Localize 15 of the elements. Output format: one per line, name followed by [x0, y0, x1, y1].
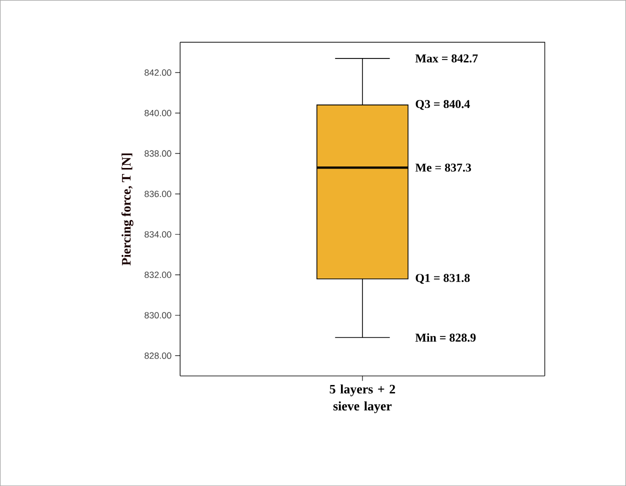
y-axis-title: Piercing force, T [N]	[121, 153, 134, 266]
y-tick-label: 836.00	[144, 190, 172, 198]
annotation: Min = 828.9	[415, 333, 476, 342]
annotation: Q3 = 840.4	[416, 100, 470, 110]
annotation: Me = 837.3	[415, 164, 472, 172]
x-tick-label: 5 layers + 2 sieve layer	[330, 384, 396, 414]
y-tick-label: 832.00	[144, 272, 172, 278]
y-tick-label: 840.00	[144, 110, 172, 116]
y-tick-label: 838.00	[144, 150, 172, 157]
y-tick-label: 842.00	[144, 69, 172, 76]
annotation: Max = 842.7	[415, 54, 478, 62]
annotation: Q1 = 831.8	[416, 274, 470, 284]
y-tick-label: 834.00	[144, 231, 172, 238]
y-tick-label: 830.00	[144, 312, 172, 318]
y-tick-label: 828.00	[144, 352, 172, 359]
